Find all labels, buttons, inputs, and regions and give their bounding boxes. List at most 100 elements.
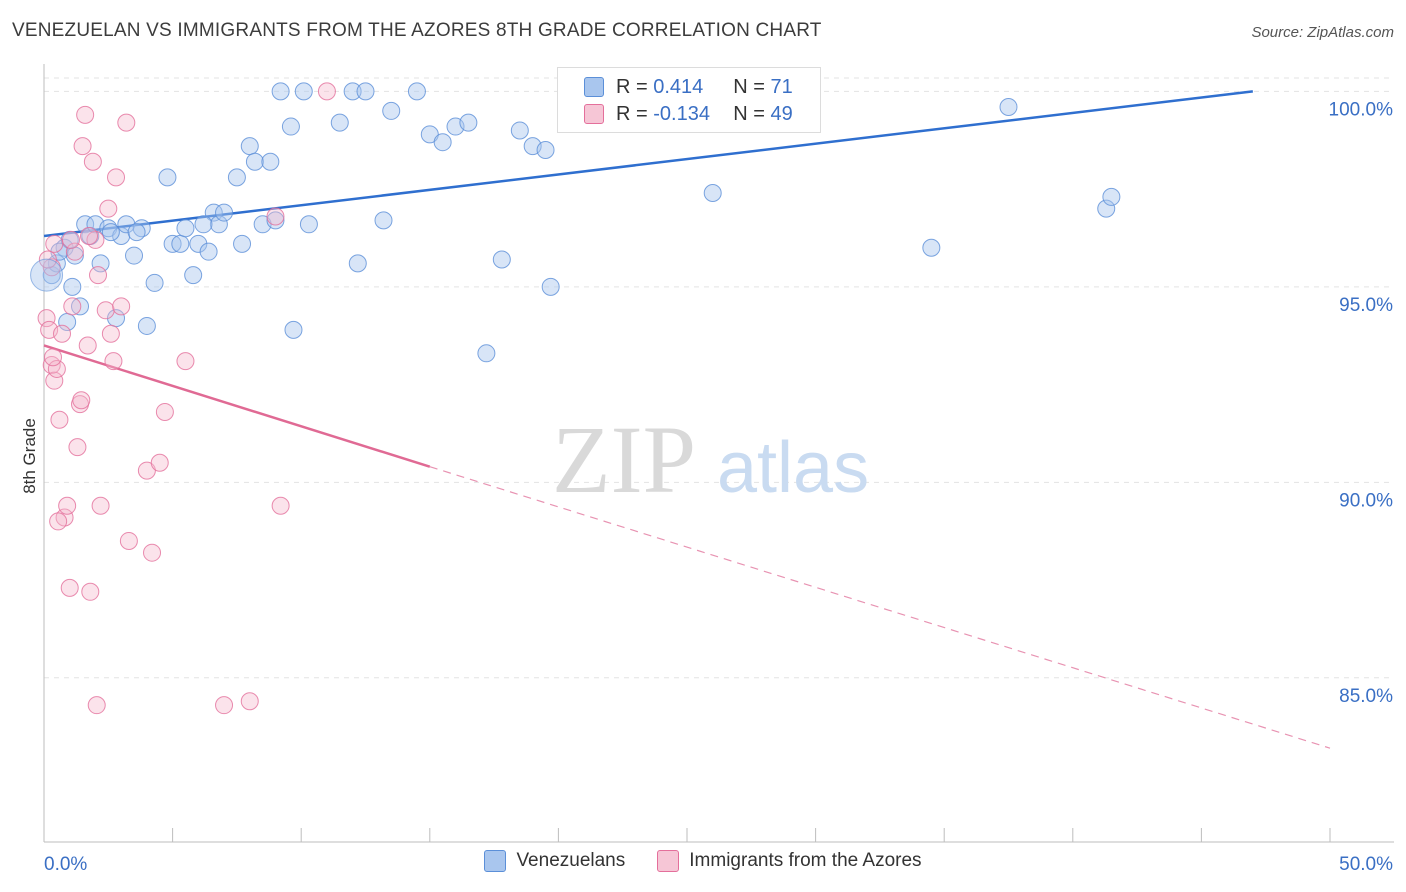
point-azores bbox=[80, 227, 99, 246]
point-venezuelans bbox=[227, 168, 246, 187]
point-venezuelans bbox=[477, 344, 496, 363]
legend-label-azores: Immigrants from the Azores bbox=[689, 850, 922, 871]
point-venezuelans bbox=[101, 223, 120, 242]
point-venezuelans bbox=[922, 238, 941, 257]
x-tick-label: 50.0% bbox=[1339, 854, 1393, 875]
legend-n-label: N = bbox=[733, 75, 765, 98]
point-azores bbox=[47, 359, 66, 378]
legend-n-value: 49 bbox=[770, 102, 793, 125]
point-venezuelans bbox=[294, 82, 313, 101]
point-azores bbox=[107, 168, 126, 187]
point-venezuelans bbox=[374, 211, 393, 230]
legend-n-label: N = bbox=[733, 102, 765, 125]
chart-title: VENEZUELAN VS IMMIGRANTS FROM THE AZORES… bbox=[12, 20, 822, 41]
legend-label-venezuelans: Venezuelans bbox=[516, 850, 626, 871]
point-venezuelans bbox=[245, 152, 264, 171]
point-venezuelans bbox=[510, 121, 529, 140]
point-azores bbox=[143, 543, 162, 562]
point-venezuelans bbox=[76, 215, 95, 234]
point-venezuelans bbox=[382, 101, 401, 120]
point-azores bbox=[53, 324, 72, 343]
point-venezuelans bbox=[127, 223, 146, 242]
point-azores bbox=[49, 512, 68, 531]
point-azores bbox=[101, 324, 120, 343]
point-azores bbox=[215, 696, 234, 715]
watermark-atlas: atlas bbox=[717, 428, 869, 508]
data-points bbox=[30, 82, 1121, 715]
point-azores bbox=[150, 453, 169, 472]
point-venezuelans bbox=[536, 141, 555, 160]
point-venezuelans bbox=[1102, 187, 1121, 206]
point-venezuelans bbox=[299, 215, 318, 234]
tick-labels: 100.0% 95.0% 90.0% 85.0% 0.0% 50.0% bbox=[44, 99, 1393, 875]
point-azores bbox=[89, 266, 108, 285]
trend-line-azores-extrapolated bbox=[429, 466, 1331, 749]
point-azores bbox=[50, 410, 69, 429]
point-venezuelans bbox=[125, 246, 144, 265]
point-venezuelans bbox=[541, 277, 560, 296]
point-azores bbox=[45, 234, 64, 253]
point-venezuelans bbox=[204, 203, 223, 222]
point-azores bbox=[155, 402, 174, 421]
trend-line-azores bbox=[43, 344, 431, 468]
point-azores bbox=[266, 207, 285, 226]
legend-n-value: 71 bbox=[770, 75, 793, 98]
point-azores bbox=[117, 113, 136, 132]
legend-swatch-blue bbox=[584, 77, 604, 97]
point-venezuelans bbox=[266, 211, 285, 230]
point-venezuelans bbox=[137, 316, 156, 335]
x-tick-label: 0.0% bbox=[44, 854, 87, 875]
axes bbox=[43, 64, 1394, 843]
point-azores bbox=[112, 297, 131, 316]
watermark-zip: ZIP bbox=[552, 406, 696, 513]
correlation-legend: R = 0.414 N = 71 R = -0.134 N = 49 bbox=[557, 67, 821, 133]
legend-r-value: -0.134 bbox=[653, 102, 710, 125]
legend-item-venezuelans[interactable]: Venezuelans bbox=[484, 850, 625, 872]
point-azores bbox=[176, 352, 195, 371]
point-venezuelans bbox=[1097, 199, 1116, 218]
point-azores bbox=[44, 348, 63, 367]
point-venezuelans bbox=[356, 82, 375, 101]
point-venezuelans bbox=[703, 184, 722, 203]
legend-row-azores: R = -0.134 N = 49 bbox=[584, 101, 793, 127]
legend-swatch-blue bbox=[484, 850, 507, 872]
y-tick-label: 95.0% bbox=[1339, 295, 1393, 316]
point-azores bbox=[240, 692, 259, 711]
legend-item-azores[interactable]: Immigrants from the Azores bbox=[657, 850, 922, 872]
point-venezuelans bbox=[158, 168, 177, 187]
point-venezuelans bbox=[330, 113, 349, 132]
point-azores bbox=[271, 496, 290, 515]
point-venezuelans bbox=[492, 250, 511, 269]
point-venezuelans bbox=[171, 234, 190, 253]
point-azores bbox=[99, 199, 118, 218]
point-azores bbox=[62, 230, 81, 249]
point-azores bbox=[58, 496, 77, 515]
point-venezuelans bbox=[240, 137, 259, 156]
source-label[interactable]: Source: ZipAtlas.com bbox=[1251, 24, 1394, 41]
point-venezuelans bbox=[184, 266, 203, 285]
point-venezuelans bbox=[999, 98, 1018, 117]
point-azores bbox=[91, 496, 110, 515]
point-venezuelans bbox=[407, 82, 426, 101]
point-azores bbox=[317, 82, 336, 101]
point-azores bbox=[83, 152, 102, 171]
point-venezuelans bbox=[194, 215, 213, 234]
point-azores bbox=[81, 582, 100, 601]
legend-swatch-pink bbox=[584, 104, 604, 124]
legend-r-value: 0.414 bbox=[653, 75, 704, 98]
point-venezuelans bbox=[261, 152, 280, 171]
point-venezuelans bbox=[145, 273, 164, 292]
legend-swatch-pink bbox=[657, 850, 680, 872]
y-tick-label: 100.0% bbox=[1329, 99, 1394, 120]
legend-row-venezuelans: R = 0.414 N = 71 bbox=[584, 74, 793, 100]
point-venezuelans bbox=[433, 133, 452, 152]
point-venezuelans bbox=[281, 117, 300, 136]
point-azores bbox=[63, 297, 82, 316]
grid-lines bbox=[44, 77, 1394, 679]
point-azores bbox=[73, 137, 92, 156]
point-venezuelans bbox=[215, 203, 234, 222]
point-venezuelans bbox=[233, 234, 252, 253]
trend-lines bbox=[43, 90, 1331, 749]
legend-r-label: R = bbox=[616, 75, 648, 98]
legend-r-label: R = bbox=[616, 102, 648, 125]
